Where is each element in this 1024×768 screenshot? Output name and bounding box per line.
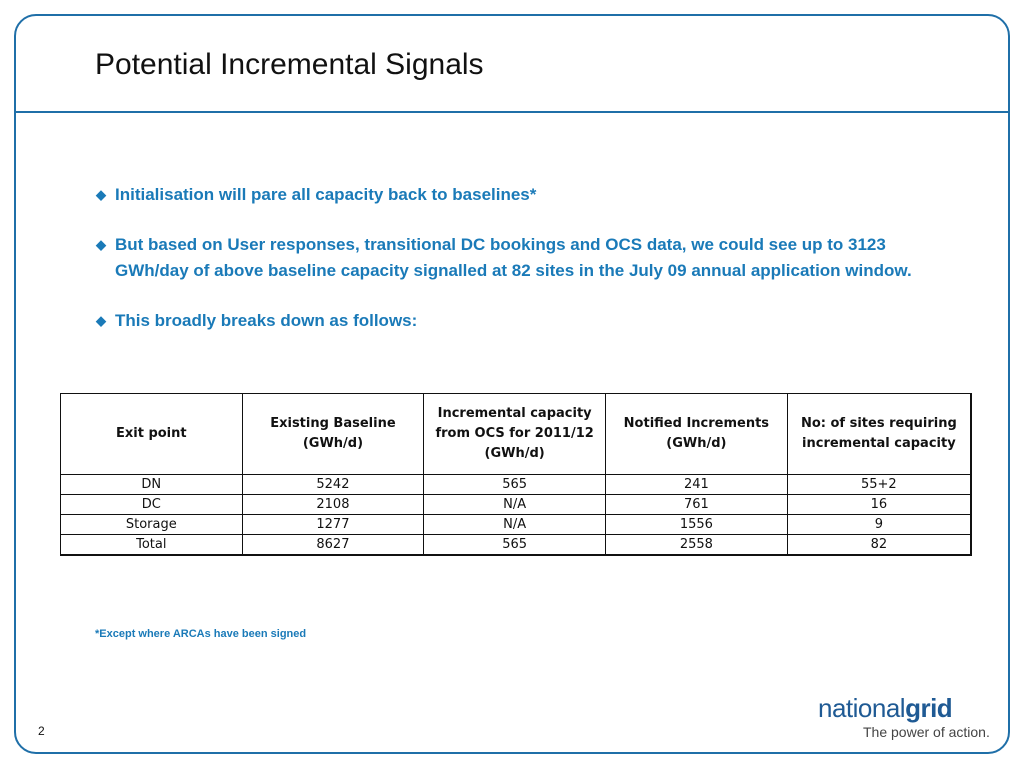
table-cell: 761: [605, 494, 788, 515]
bullet-text: But based on User responses, transitiona…: [115, 235, 912, 280]
bullet-text: Initialisation will pare all capacity ba…: [115, 185, 537, 204]
table-cell: 55+2: [786, 474, 972, 495]
header-sites-requiring: No: of sites requiring incremental capac…: [786, 393, 972, 475]
table-cell: Total: [60, 534, 243, 556]
diamond-bullet-icon: ◆: [96, 237, 106, 252]
table-cell: 565: [423, 534, 606, 556]
bullet-text: This broadly breaks down as follows:: [115, 311, 418, 330]
diamond-bullet-icon: ◆: [96, 187, 106, 202]
footnote: *Except where ARCAs have been signed: [95, 628, 307, 640]
capacity-table: Exit point Existing Baseline (GWh/d) Inc…: [60, 393, 972, 556]
bullet-item: ◆ Initialisation will pare all capacity …: [95, 182, 955, 208]
bullet-item: ◆ This broadly breaks down as follows:: [95, 308, 955, 334]
table-row-total: Total 8627 565 2558 82: [60, 534, 972, 556]
table-cell: 565: [423, 474, 606, 495]
table-cell: 241: [605, 474, 788, 495]
table-row: DC 2108 N/A 761 16: [60, 494, 972, 515]
table-cell: N/A: [423, 494, 606, 515]
header-notified-increments: Notified Increments (GWh/d): [605, 393, 788, 475]
bullet-list: ◆ Initialisation will pare all capacity …: [95, 182, 955, 358]
page-title: Potential Incremental Signals: [95, 48, 484, 81]
table-cell: 1556: [605, 514, 788, 535]
table-cell: 1277: [241, 514, 425, 535]
page-number: 2: [38, 724, 45, 738]
header-existing-baseline: Existing Baseline (GWh/d): [241, 393, 425, 475]
table-row: Storage 1277 N/A 1556 9: [60, 514, 972, 535]
table-header-row: Exit point Existing Baseline (GWh/d) Inc…: [60, 393, 972, 475]
table-cell: 5242: [241, 474, 425, 495]
logo-word-bold: grid: [905, 693, 953, 723]
table-cell: 2558: [605, 534, 788, 556]
table-cell: 8627: [241, 534, 425, 556]
logo-tagline: The power of action.: [863, 724, 990, 740]
table-row: DN 5242 565 241 55+2: [60, 474, 972, 495]
table-cell: DC: [60, 494, 243, 515]
header-exit-point: Exit point: [60, 393, 243, 475]
logo-wordmark: nationalgrid: [818, 694, 993, 722]
table-cell: 9: [786, 514, 972, 535]
table-cell: 82: [786, 534, 972, 556]
bullet-item: ◆ But based on User responses, transitio…: [95, 232, 955, 284]
table-cell: Storage: [60, 514, 243, 535]
national-grid-logo: nationalgrid The power of action.: [818, 694, 993, 740]
slide-frame: [14, 14, 1010, 754]
title-divider: [14, 111, 1010, 113]
table-cell: 2108: [241, 494, 425, 515]
table-cell: 16: [786, 494, 972, 515]
diamond-bullet-icon: ◆: [96, 313, 106, 328]
table-cell: N/A: [423, 514, 606, 535]
table-cell: DN: [60, 474, 243, 495]
logo-word-light: national: [818, 693, 906, 723]
header-incremental-capacity: Incremental capacity from OCS for 2011/1…: [423, 393, 606, 475]
